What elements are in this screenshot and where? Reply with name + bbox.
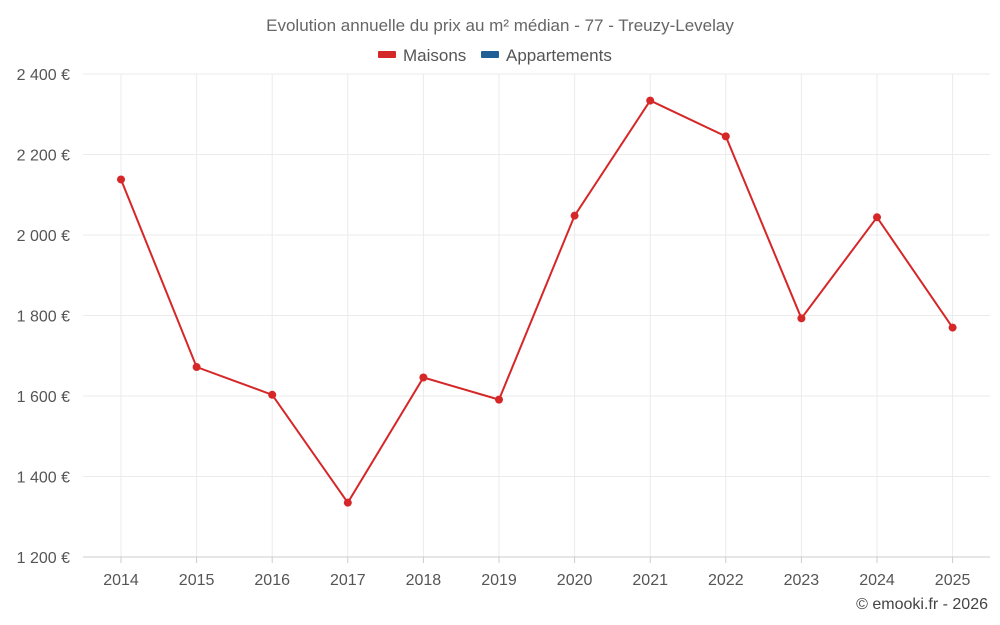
legend-label-maisons[interactable]: Maisons bbox=[403, 46, 466, 65]
grid-lines bbox=[83, 73, 990, 558]
x-tick-label: 2020 bbox=[557, 572, 593, 589]
x-tick-label: 2019 bbox=[481, 572, 517, 589]
data-point[interactable] bbox=[948, 323, 957, 332]
y-tick-label: 1 600 € bbox=[17, 389, 70, 406]
data-point[interactable] bbox=[797, 314, 806, 323]
chart-title: Evolution annuelle du prix au m² médian … bbox=[266, 16, 734, 35]
x-tick-label: 2014 bbox=[103, 572, 139, 589]
series-line-maisons bbox=[120, 99, 954, 505]
credit-text: © emooki.fr - 2026 bbox=[856, 596, 988, 613]
y-tick-label: 2 200 € bbox=[17, 148, 70, 165]
x-tick-label: 2021 bbox=[632, 572, 668, 589]
x-tick-label: 2016 bbox=[254, 572, 290, 589]
x-tick-label: 2017 bbox=[330, 572, 366, 589]
data-point[interactable] bbox=[721, 132, 730, 141]
legend-label-appartements[interactable]: Appartements bbox=[506, 46, 612, 65]
data-point[interactable] bbox=[646, 96, 655, 105]
data-point[interactable] bbox=[570, 211, 579, 220]
data-point[interactable] bbox=[495, 395, 503, 404]
y-tick-label: 1 400 € bbox=[17, 470, 70, 487]
data-point[interactable] bbox=[192, 363, 201, 372]
x-tick-label: 2025 bbox=[935, 572, 971, 589]
legend-swatch-maisons[interactable] bbox=[378, 51, 396, 58]
legend-swatch-appartements[interactable] bbox=[481, 51, 499, 58]
x-tick-label: 2024 bbox=[859, 572, 895, 589]
x-tick-label: 2018 bbox=[406, 572, 442, 589]
data-point[interactable] bbox=[419, 373, 428, 382]
series-layer bbox=[117, 96, 957, 507]
y-tick-label: 1 200 € bbox=[17, 550, 70, 567]
x-tick-label: 2022 bbox=[708, 572, 744, 589]
y-axis-ticks: 1 200 € 1 400 € 1 600 € 1 800 € 2 000 € 2 200… bbox=[17, 67, 70, 567]
x-tick-label: 2023 bbox=[784, 572, 820, 589]
data-point[interactable] bbox=[117, 175, 125, 184]
legend: Maisons Appartements bbox=[378, 46, 612, 65]
x-axis-ticks: 2014 2015 2016 2017 2018 2019 2020 2021 2022 2023… bbox=[103, 557, 970, 589]
x-tick-label: 2015 bbox=[179, 572, 215, 589]
y-tick-label: 2 400 € bbox=[17, 67, 70, 84]
data-point[interactable] bbox=[873, 213, 881, 222]
y-tick-label: 2 000 € bbox=[17, 228, 70, 245]
data-point[interactable] bbox=[268, 390, 277, 399]
data-point[interactable] bbox=[343, 498, 352, 507]
y-tick-label: 1 800 € bbox=[17, 309, 70, 326]
